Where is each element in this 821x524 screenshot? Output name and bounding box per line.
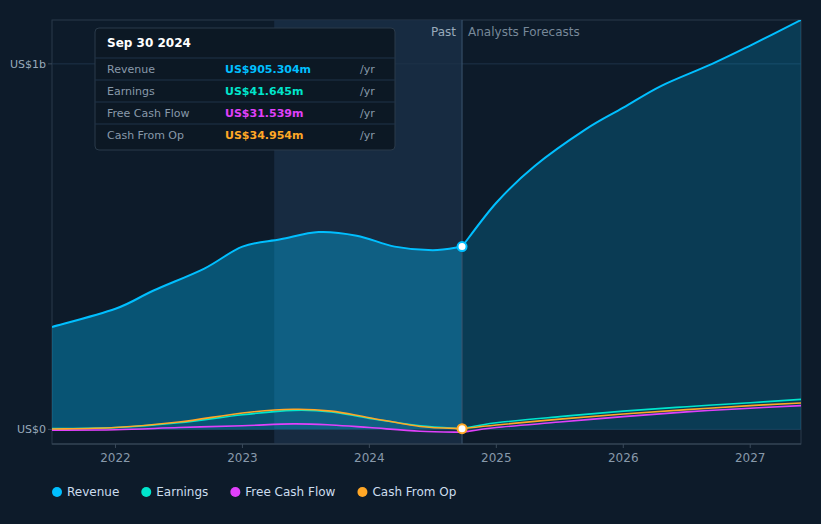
tooltip-separator (95, 124, 395, 125)
tooltip-unit: /yr (360, 129, 375, 142)
y-tick-label: US$1b (10, 58, 46, 71)
tooltip-label: Free Cash Flow (107, 107, 190, 120)
tooltip-separator (95, 58, 395, 59)
tooltip-unit: /yr (360, 85, 375, 98)
x-tick-label: 2023 (227, 451, 258, 465)
chart: 2022 2023 2024 2025 2026 2027 US$0 US$1b Past Ana… (0, 0, 821, 524)
x-tick-label: 2024 (354, 451, 385, 465)
legend-label: Cash From Op (372, 485, 456, 499)
tooltip-separator (95, 102, 395, 103)
tooltip-unit: /yr (360, 107, 375, 120)
x-tick (115, 444, 116, 448)
legend-label: Revenue (67, 485, 119, 499)
series-line (52, 409, 462, 429)
highlight-dot (458, 242, 467, 251)
x-tick-label: 2025 (481, 451, 512, 465)
plot-frame (52, 20, 801, 444)
tooltip: Sep 30 2024 Revenue US$905.304m/yr Earnings… (95, 28, 395, 150)
highlight-dot (458, 424, 467, 433)
legend-label: Earnings (156, 485, 208, 499)
tooltip-label: Earnings (107, 85, 155, 98)
area-fill (52, 232, 462, 429)
x-tick-label: 2022 (100, 451, 131, 465)
tooltip-label: Cash From Op (107, 129, 184, 142)
series-line (462, 406, 801, 433)
tooltip-label: Revenue (107, 63, 155, 76)
series-line (462, 399, 801, 428)
series-line (52, 232, 462, 327)
annotation: Past (431, 25, 456, 39)
y-tick (48, 63, 52, 64)
tooltip-unit: /yr (360, 63, 375, 76)
legend-swatch (141, 487, 151, 497)
x-tick (750, 444, 751, 448)
x-tick (623, 444, 624, 448)
tooltip-title: Sep 30 2024 (107, 36, 191, 50)
tooltip-value: US$31.539m (225, 107, 303, 120)
x-tick-label: 2026 (608, 451, 639, 465)
tooltip-separator (95, 80, 395, 81)
x-tick (369, 444, 370, 448)
x-axis-line (52, 444, 801, 445)
divider-line (462, 20, 463, 444)
area-fill (462, 20, 801, 429)
series-line (462, 403, 801, 429)
y-tick (48, 429, 52, 430)
tooltip-value: US$41.645m (225, 85, 303, 98)
x-tick (496, 444, 497, 448)
legend: Revenue Earnings Free Cash Flow Cash From O… (52, 485, 456, 499)
legend-swatch (230, 487, 240, 497)
series-line (462, 20, 801, 247)
legend-swatch (52, 487, 62, 497)
legend-label: Free Cash Flow (245, 485, 335, 499)
tooltip-box (95, 28, 395, 150)
tooltip-value: US$905.304m (225, 63, 311, 76)
plot-area (52, 20, 801, 444)
tooltip-value: US$34.954m (225, 129, 303, 142)
x-tick (242, 444, 243, 448)
background (0, 0, 821, 524)
y-tick-label: US$0 (17, 423, 46, 436)
x-tick-label: 2027 (735, 451, 766, 465)
annotation: Analysts Forecasts (468, 25, 580, 39)
legend-swatch (357, 487, 367, 497)
